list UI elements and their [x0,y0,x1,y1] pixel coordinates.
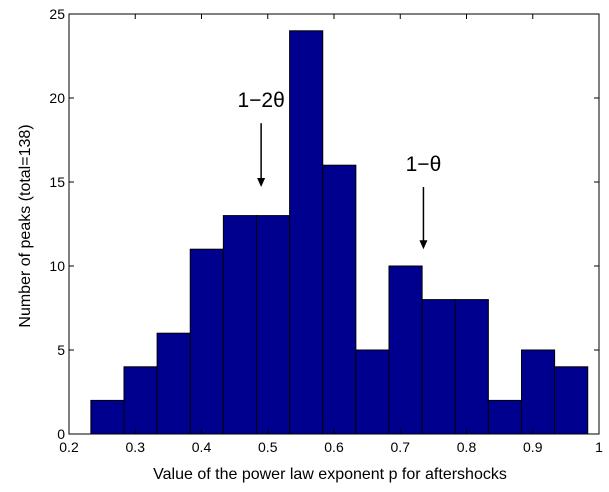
y-tick-label: 5 [57,342,65,358]
y-tick-label: 0 [57,426,65,442]
histogram-bar [454,299,489,435]
x-tick-label: 0.4 [192,439,212,455]
y-tick-label: 25 [49,6,65,22]
y-ticks-group: 0 5 10 15 20 25 [49,6,599,442]
histogram-bar [520,349,556,435]
y-tick-label: 10 [49,258,65,274]
histogram-bar [487,399,522,435]
histogram-bar [322,164,357,435]
x-tick-label: 0.6 [324,439,344,455]
x-tick-label: 0.8 [457,439,477,455]
histogram-bar [90,399,125,435]
x-ticks-group: 0.2 0.3 0.4 0.5 0.6 0.7 0.8 0.9 1 [59,14,603,455]
x-tick-label: 0.3 [126,439,146,455]
histogram-bar [289,30,324,435]
x-tick-label: 0.2 [59,439,79,455]
histogram-bar [255,215,291,435]
x-axis-label: Value of the power law exponent p for af… [153,466,507,483]
annotations-group: 1−2θ 1−θ [237,89,442,250]
y-axis-label: Number of peaks (total=138) [17,124,34,327]
histogram-bar [123,366,158,435]
annotation-arrow-head [257,178,266,188]
histogram-bar [554,366,589,435]
x-tick-label: 1 [595,439,603,455]
x-tick-label: 0.9 [523,439,543,455]
bars-group [90,30,589,435]
annotation-arrow-head [419,240,428,250]
annotation-label: 1−θ [406,153,442,176]
histogram-bar [189,248,224,435]
y-tick-label: 20 [49,90,65,106]
x-tick-label: 0.7 [391,439,411,455]
y-tick-label: 15 [49,174,65,190]
annotation-label: 1−2θ [237,89,284,112]
histogram-bar [222,215,257,435]
histogram-bar [421,299,456,435]
histogram-bar [388,265,423,435]
x-tick-label: 0.5 [258,439,278,455]
histogram-bar [355,349,390,435]
histogram-bar [156,332,191,435]
